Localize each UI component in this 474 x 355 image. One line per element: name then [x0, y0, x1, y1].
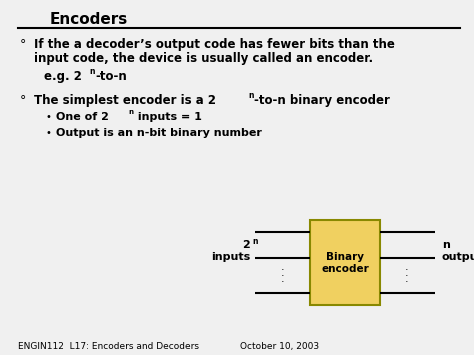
Text: e.g. 2: e.g. 2: [44, 70, 82, 83]
Text: .: .: [405, 268, 409, 278]
Text: Encoders: Encoders: [50, 12, 128, 27]
Text: input code, the device is usually called an encoder.: input code, the device is usually called…: [34, 52, 373, 65]
Text: .: .: [405, 274, 409, 284]
Text: 2: 2: [242, 240, 250, 250]
Text: inputs: inputs: [211, 252, 250, 262]
Text: .: .: [281, 268, 285, 278]
Text: .: .: [281, 262, 285, 272]
Text: n: n: [89, 67, 94, 76]
FancyBboxPatch shape: [310, 220, 380, 305]
Text: outputs: outputs: [442, 252, 474, 262]
Text: °: °: [20, 38, 27, 51]
Text: Binary: Binary: [326, 251, 364, 262]
Text: If the a decoder’s output code has fewer bits than the: If the a decoder’s output code has fewer…: [34, 38, 395, 51]
Text: Output is an n-bit binary number: Output is an n-bit binary number: [56, 128, 262, 138]
Text: encoder: encoder: [321, 263, 369, 273]
Text: •: •: [46, 112, 52, 122]
Text: n: n: [128, 109, 133, 115]
Text: n: n: [442, 240, 450, 250]
Text: •: •: [46, 128, 52, 138]
Text: October 10, 2003: October 10, 2003: [240, 342, 319, 351]
Text: n: n: [248, 91, 254, 100]
Text: .: .: [405, 262, 409, 272]
Text: One of 2: One of 2: [56, 112, 109, 122]
Text: n: n: [252, 237, 257, 246]
Text: The simplest encoder is a 2: The simplest encoder is a 2: [34, 94, 216, 107]
Text: inputs = 1: inputs = 1: [134, 112, 202, 122]
Text: .: .: [281, 274, 285, 284]
Text: -to-n binary encoder: -to-n binary encoder: [254, 94, 390, 107]
Text: °: °: [20, 94, 27, 107]
Text: -to-n: -to-n: [95, 70, 127, 83]
Text: ENGIN112  L17: Encoders and Decoders: ENGIN112 L17: Encoders and Decoders: [18, 342, 199, 351]
